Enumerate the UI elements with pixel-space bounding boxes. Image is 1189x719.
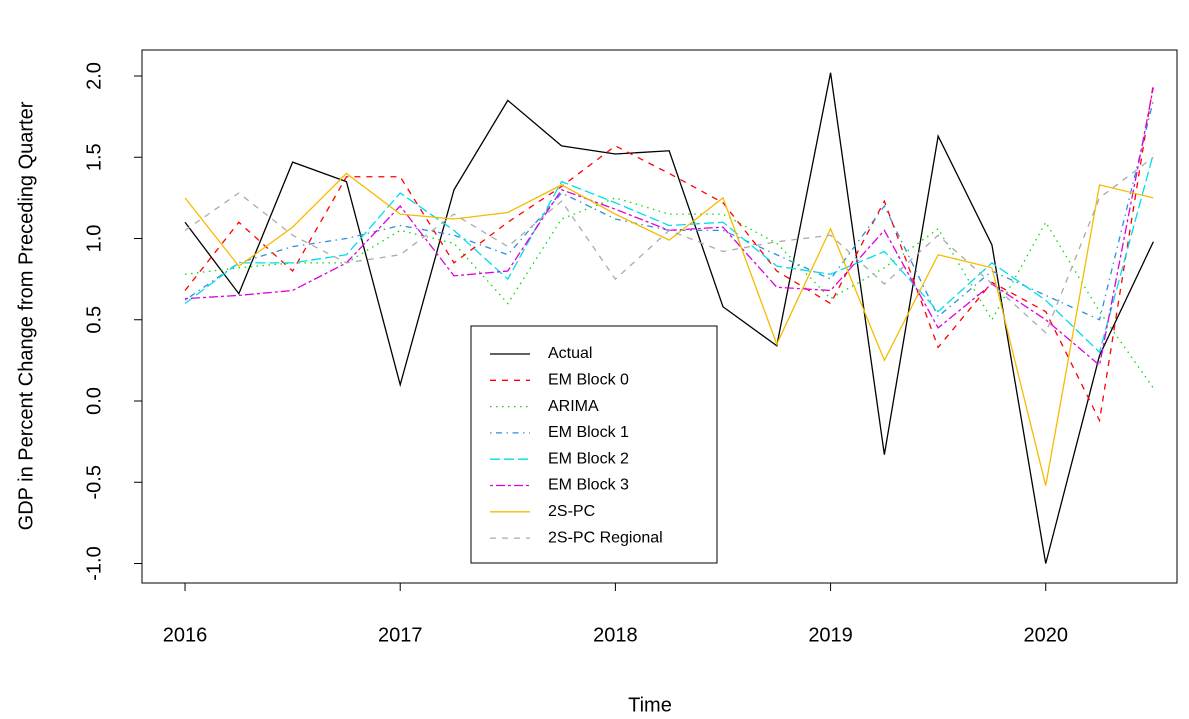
legend-box (470, 325, 718, 564)
x-tick-label: 2016 (163, 624, 208, 646)
y-tick-label: 1.0 (83, 225, 105, 253)
y-tick-label: 2.0 (83, 62, 105, 90)
series-line (184, 87, 1154, 367)
series-line (184, 72, 1154, 564)
x-tick-label: 2018 (593, 624, 638, 646)
legend-label: EM Block 1 (548, 424, 629, 441)
legend-label: EM Block 0 (548, 372, 629, 389)
series-line (184, 156, 1154, 334)
legend-label: EM Block 3 (548, 477, 629, 494)
series-line (184, 172, 1154, 486)
y-tick-label: 0.5 (83, 306, 105, 334)
series-line (184, 100, 1154, 321)
y-tick-label: 0.0 (83, 387, 105, 415)
x-tick-label: 2020 (1023, 624, 1068, 646)
y-axis-label: GDP in Percent Change from Preceding Qua… (15, 101, 37, 530)
x-tick-label: 2019 (808, 624, 853, 646)
y-tick-label: -1.0 (83, 546, 105, 580)
y-tick-label: 1.5 (83, 143, 105, 171)
plot-frame (141, 49, 1178, 584)
x-axis-label: Time (628, 694, 672, 716)
series-line (184, 153, 1154, 354)
legend-label: Actual (548, 345, 592, 362)
y-tick-label: -0.5 (83, 465, 105, 499)
x-tick-label: 2017 (378, 624, 423, 646)
series-line (184, 84, 1154, 423)
legend-label: 2S-PC (548, 503, 595, 520)
legend-label: EM Block 2 (548, 450, 629, 467)
legend-label: ARIMA (548, 398, 599, 415)
legend-label: 2S-PC Regional (548, 529, 663, 546)
